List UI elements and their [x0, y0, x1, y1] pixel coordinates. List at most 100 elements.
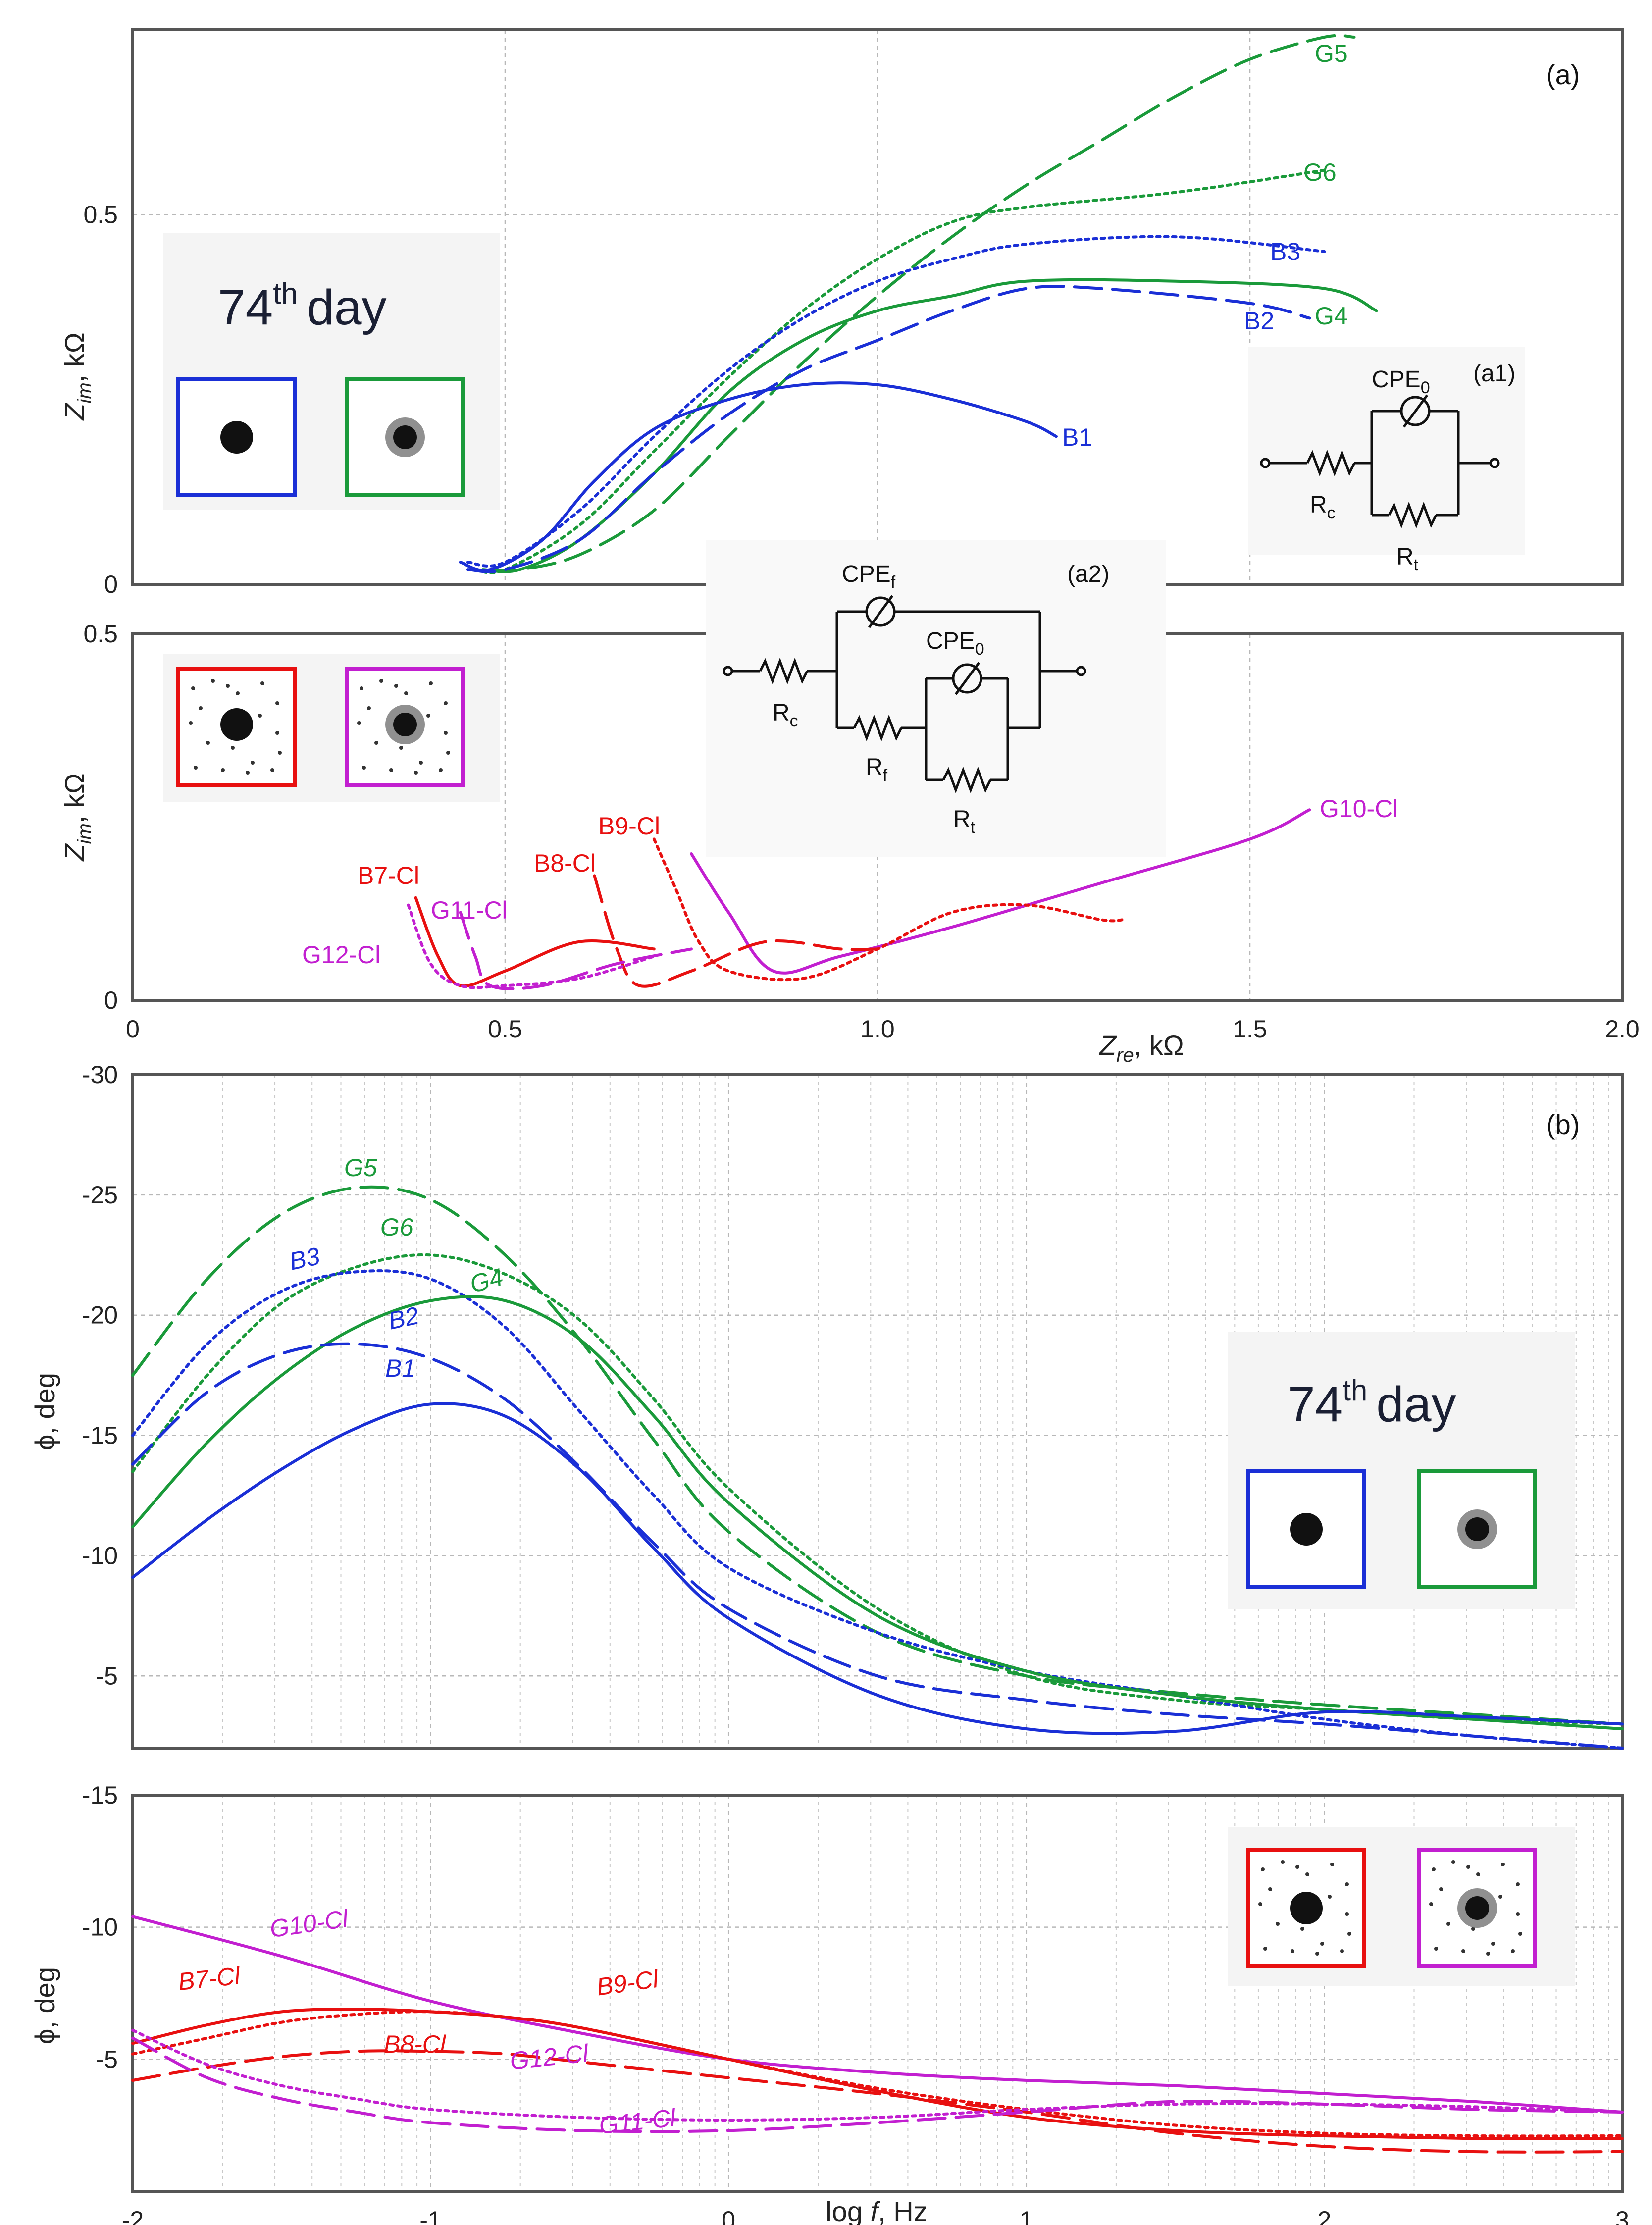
chloride-speck — [444, 731, 448, 735]
y-tick-label: 0.5 — [83, 620, 118, 648]
chloride-speck — [1451, 1860, 1455, 1864]
chloride-speck — [1295, 1865, 1299, 1869]
chloride-speck — [226, 684, 230, 688]
chloride-speck — [362, 766, 366, 770]
x-tick-label: 0.5 — [488, 1015, 522, 1043]
bare-rebar-icon — [1290, 1892, 1323, 1924]
chloride-speck — [360, 686, 363, 690]
chloride-speck — [1466, 1865, 1470, 1869]
bare-rebar-icon — [220, 708, 253, 741]
y-tick-label: -5 — [96, 2045, 118, 2073]
series-line-b8-cl — [131, 2049, 1624, 2154]
label-b-B2: B2 — [386, 1301, 421, 1335]
chloride-speck — [439, 768, 443, 772]
chloride-speck — [389, 768, 393, 772]
chloride-speck — [1328, 1895, 1332, 1899]
chloride-speck — [270, 768, 274, 772]
label-G4: G4 — [1315, 302, 1348, 330]
terminal-left — [723, 666, 733, 676]
chloride-speck — [221, 768, 225, 772]
y-tick-label: 0.5 — [83, 201, 118, 228]
panel-label-b: (b) — [1546, 1109, 1580, 1140]
tick-labels: 00.500.50 0.5 1.0 1.5 2.0-30-25-20-15-10-5-1… — [82, 201, 1640, 2225]
label-b-B1: B1 — [385, 1354, 415, 1382]
y-tick-label: -15 — [82, 1781, 118, 1809]
chloride-speck — [194, 766, 198, 770]
chloride-speck — [1340, 1949, 1344, 1953]
label-b-B3: B3 — [287, 1242, 322, 1276]
legend-day-upper: 74th day — [163, 233, 500, 510]
circuit-background — [1248, 347, 1525, 555]
circuit-a1-rt: Rt — [1396, 544, 1419, 574]
label-B8-Cl: B8-Cl — [534, 849, 596, 877]
panel-label-a: (a) — [1546, 59, 1580, 90]
chloride-speck — [399, 746, 403, 750]
chloride-speck — [1511, 1949, 1515, 1953]
y-tick-label: -30 — [82, 1061, 118, 1088]
circuit-a2-cpe0: CPE0 — [926, 628, 984, 659]
circuit-a2-rc: Rc — [773, 700, 798, 730]
coated-rebar-core-icon — [393, 713, 417, 736]
bare-rebar-icon — [1290, 1513, 1323, 1546]
legend-day-text: 74th day — [218, 277, 387, 335]
label-G11-Cl: G11-Cl — [431, 896, 508, 924]
label-b-G10-Cl: G10-Cl — [268, 1905, 350, 1943]
x-tick-label: 1 — [1020, 2206, 1033, 2225]
chloride-speck — [1315, 1952, 1319, 1956]
y-axis-title-a-upper: Zim, kΩ — [59, 332, 96, 421]
series-line-b9-cl — [131, 2010, 1624, 2138]
chloride-speck — [1501, 1863, 1505, 1866]
resistor-rc — [1306, 449, 1356, 477]
series-line-g4 — [131, 1295, 1624, 1731]
chloride-speck — [275, 731, 279, 735]
series-line-b3 — [466, 235, 1326, 568]
label-B9-Cl: B9-Cl — [598, 812, 660, 840]
series-line-b9-cl — [652, 837, 1125, 982]
series-line-b8-cl — [593, 874, 879, 988]
chloride-speck — [1439, 1887, 1443, 1891]
circuit-a1-cpe: CPE0 — [1372, 366, 1430, 397]
chloride-speck — [1291, 1949, 1294, 1953]
bare-rebar-icon — [220, 421, 253, 454]
chloride-speck — [1446, 1922, 1450, 1926]
series-line-g5 — [488, 34, 1356, 572]
chloride-speck — [1276, 1922, 1280, 1926]
series-line-g12-cl — [407, 903, 656, 989]
series-line-g4 — [481, 278, 1378, 573]
series-line-b7-cl — [414, 896, 656, 988]
series-line-g6 — [473, 168, 1326, 574]
x-tick-label: -1 — [419, 2206, 441, 2225]
label-G6: G6 — [1303, 158, 1337, 186]
chloride-speck — [357, 721, 361, 725]
chloride-speck — [206, 741, 210, 745]
chloride-speck — [394, 684, 398, 688]
label-G12-Cl: G12-Cl — [302, 941, 380, 969]
chloride-speck — [1516, 1912, 1520, 1916]
x-tick-label: 2 — [1317, 2206, 1331, 2225]
x-axis-title-zre: Zre, kΩ — [1098, 1030, 1184, 1066]
chloride-speck — [1345, 1882, 1349, 1886]
x-tick-label: 3 — [1615, 2206, 1629, 2225]
panel-b-lower-frame — [131, 1794, 1624, 2193]
circuit-a2-rt: Rt — [953, 806, 976, 837]
x-tick-label: 2.0 — [1605, 1015, 1640, 1043]
series-line-b2 — [131, 1342, 1624, 1750]
chloride-speck — [258, 714, 262, 718]
label-b-G5: G5 — [344, 1154, 377, 1182]
x-tick-label: 0 — [722, 2206, 735, 2225]
chloride-speck — [1305, 1872, 1309, 1876]
series-labels-a-upper: G5 G6 B3 B2 G4 B1 — [1062, 40, 1348, 451]
chloride-speck — [1429, 1902, 1433, 1906]
y-tick-label: 0 — [104, 570, 118, 598]
label-B3: B3 — [1270, 238, 1300, 265]
label-G5: G5 — [1315, 40, 1348, 67]
chloride-speck — [191, 686, 195, 690]
chloride-speck — [404, 691, 408, 695]
legend-chloride-a — [163, 654, 500, 802]
resistor-rt — [942, 766, 992, 794]
chloride-speck — [1476, 1872, 1480, 1876]
legend-day-b: 74th day — [1228, 1332, 1575, 1609]
chloride-speck — [1434, 1947, 1438, 1951]
chloride-speck — [379, 679, 383, 683]
panel-b-upper-frame — [131, 1073, 1624, 1750]
